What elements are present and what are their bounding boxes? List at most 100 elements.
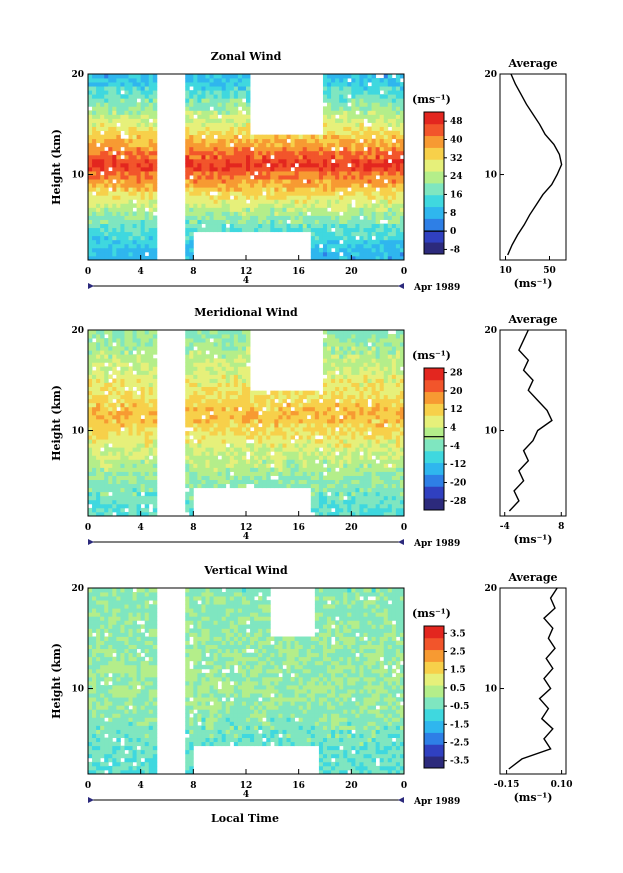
- heatmap-cell: [331, 451, 336, 456]
- heatmap-cell: [343, 471, 348, 476]
- heatmap-cell: [322, 503, 328, 509]
- heatmap-cell: [258, 142, 263, 148]
- heatmap-cell: [108, 402, 113, 408]
- heatmap-cell: [128, 82, 133, 87]
- heatmap-cell: [310, 211, 316, 216]
- heatmap-cell: [355, 423, 360, 428]
- heatmap-cell: [148, 342, 154, 347]
- heatmap-cell: [189, 410, 194, 416]
- heatmap-cell: [132, 366, 138, 371]
- heatmap-cell: [294, 211, 300, 216]
- heatmap-cell: [201, 142, 206, 148]
- heatmap-cell: [399, 126, 405, 132]
- heatmap-cell: [213, 98, 219, 103]
- heatmap-cell: [92, 98, 97, 103]
- heatmap-cell: [152, 330, 158, 335]
- heatmap-cell: [148, 394, 154, 400]
- heatmap-cell: [108, 110, 113, 115]
- heatmap-cell: [363, 191, 368, 196]
- heatmap-cell: [193, 94, 198, 99]
- heatmap-cell: [136, 134, 142, 140]
- heatmap-cell: [379, 171, 385, 176]
- heatmap-cell: [120, 158, 125, 164]
- heatmap-cell: [241, 350, 247, 355]
- heatmap-cell: [310, 154, 316, 160]
- heatmap-cell: [92, 171, 97, 176]
- heatmap-cell: [193, 455, 198, 460]
- heatmap-cell: [331, 471, 336, 476]
- heatmap-cell: [128, 90, 133, 95]
- heatmap-cell: [395, 94, 401, 99]
- heatmap-cell: [302, 227, 308, 233]
- heatmap-cell: [250, 479, 255, 485]
- heatmap-cell: [152, 78, 158, 83]
- heatmap-cell: [335, 475, 340, 481]
- heatmap-cell: [124, 378, 129, 383]
- heatmap-cell: [152, 219, 158, 225]
- heatmap-cell: [237, 443, 243, 448]
- heatmap-cell: [88, 158, 93, 164]
- heatmap-cell: [371, 175, 377, 180]
- heatmap-cell: [290, 203, 296, 208]
- heatmap-cell: [152, 231, 158, 237]
- heatmap-cell: [343, 138, 348, 144]
- heatmap-cell: [100, 475, 105, 481]
- heatmap-cell: [205, 98, 210, 103]
- heatmap-cell: [327, 195, 332, 200]
- heatmap-cell: [314, 183, 320, 188]
- heatmap-cell: [355, 507, 360, 513]
- heatmap-cell: [92, 86, 97, 91]
- heatmap-cell: [241, 94, 247, 99]
- heatmap-cell: [112, 122, 117, 127]
- heatmap-cell: [237, 158, 243, 164]
- heatmap-cell: [262, 162, 267, 168]
- heatmap-cell: [152, 435, 158, 440]
- heatmap-cell: [189, 191, 194, 196]
- heatmap-cell: [229, 366, 235, 371]
- heatmap-cell: [266, 211, 271, 216]
- heatmap-cell: [241, 195, 247, 200]
- heatmap-cell: [152, 402, 158, 408]
- heatmap-cell: [209, 199, 214, 204]
- heatmap-cell: [335, 491, 340, 497]
- heatmap-cell: [136, 334, 142, 339]
- heatmap-cell: [221, 459, 227, 464]
- heatmap-cell: [262, 215, 267, 220]
- profile-y-tick-label: 20: [484, 70, 497, 80]
- heatmap-cell: [339, 223, 344, 229]
- heatmap-cell: [217, 110, 223, 115]
- heatmap-cell: [197, 366, 202, 371]
- heatmap-cell: [339, 354, 344, 359]
- heatmap-cell: [351, 187, 356, 192]
- heatmap-cell: [237, 110, 243, 115]
- heatmap-cell: [213, 390, 219, 396]
- heatmap-cell: [112, 427, 117, 432]
- heatmap-cell: [209, 86, 214, 91]
- heatmap-cell: [193, 223, 198, 229]
- heatmap-cell: [233, 195, 239, 200]
- heatmap-cell: [120, 406, 125, 412]
- heatmap-cell: [237, 211, 243, 216]
- heatmap-cell: [339, 175, 344, 180]
- heatmap-cell: [347, 459, 352, 464]
- heatmap-cell: [209, 187, 214, 192]
- heatmap-cell: [209, 479, 214, 485]
- heatmap-cell: [140, 410, 146, 416]
- heatmap-cell: [339, 471, 344, 476]
- heatmap-cell: [92, 106, 97, 111]
- heatmap-cell: [335, 443, 340, 448]
- heatmap-cell: [399, 183, 405, 188]
- heatmap-cell: [128, 467, 133, 472]
- heatmap-cell: [144, 410, 150, 416]
- heatmap-cell: [347, 378, 352, 383]
- heatmap-cell: [343, 350, 348, 355]
- heatmap-cell: [351, 447, 356, 452]
- heatmap-cell: [140, 402, 146, 408]
- heatmap-cell: [335, 378, 340, 383]
- heatmap-cell: [108, 191, 113, 196]
- heatmap-cell: [205, 471, 210, 476]
- heatmap-cell: [136, 114, 142, 119]
- heatmap-cell: [246, 447, 251, 452]
- heatmap-cell: [262, 146, 267, 152]
- heatmap-cell: [104, 126, 109, 132]
